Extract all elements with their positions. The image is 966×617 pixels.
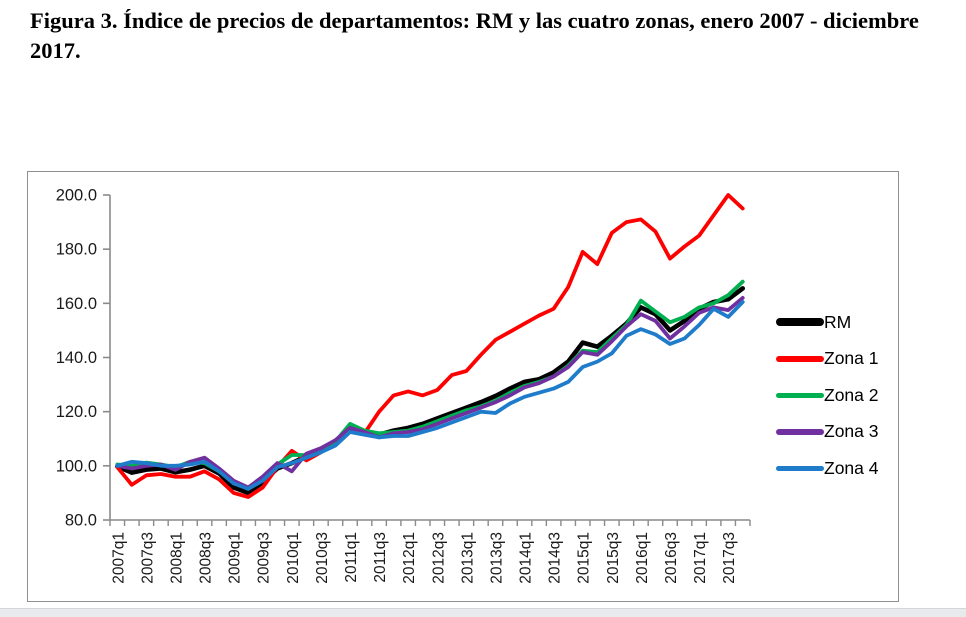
x-tick-label: 2008q3	[198, 532, 215, 584]
x-tick-label: 2010q1	[285, 532, 302, 584]
legend-label: Zona 1	[824, 348, 879, 368]
legend-item-rm: RM	[776, 304, 878, 341]
x-tick-label: 2007q1	[110, 532, 127, 584]
y-tick-label: 100.0	[56, 457, 97, 475]
x-tick-label: 2011q3	[372, 532, 389, 583]
y-tick-label: 180.0	[56, 241, 97, 259]
x-tick-label: 2010q3	[314, 532, 331, 584]
x-tick-label: 2012q3	[430, 532, 447, 584]
legend-label: Zona 3	[824, 421, 879, 441]
legend-swatch	[776, 318, 824, 327]
x-tick-label: 2014q3	[547, 532, 564, 584]
y-tick-label: 120.0	[56, 403, 97, 421]
series-line-zona-3	[115, 296, 745, 490]
y-tick-label: 200.0	[56, 187, 97, 205]
figure-title: Figura 3. Índice de precios de departame…	[30, 8, 919, 63]
x-tick-label: 2013q1	[459, 532, 476, 584]
legend-item-zona-3: Zona 3	[776, 414, 878, 451]
x-tick-label: 2009q1	[227, 532, 244, 584]
x-tick-label: 2012q1	[401, 532, 418, 584]
chart-legend: RM Zona 1 Zona 2 Zona 3 Zona 4	[776, 304, 878, 487]
x-tick-label: 2013q3	[488, 532, 505, 584]
legend-swatch	[776, 429, 824, 435]
page-edge	[0, 608, 966, 617]
series-line-zona-4	[115, 300, 745, 491]
x-tick-label: 2016q1	[634, 532, 651, 584]
x-tick-label: 2009q3	[256, 532, 273, 584]
legend-item-zona-2: Zona 2	[776, 377, 878, 414]
series-line-zona-1	[115, 193, 745, 499]
legend-item-zona-4: Zona 4	[776, 450, 878, 487]
x-tick-label: 2015q3	[605, 532, 622, 584]
x-tick-label: 2014q1	[518, 532, 535, 584]
legend-item-zona-1: Zona 1	[776, 341, 878, 378]
y-tick-label: 140.0	[56, 349, 97, 367]
legend-label: Zona 4	[824, 457, 879, 478]
y-tick-label: 80.0	[65, 512, 97, 530]
x-tick-label: 2017q1	[692, 532, 709, 584]
legend-swatch	[776, 392, 824, 398]
legend-label: Zona 2	[824, 384, 879, 405]
legend-swatch	[776, 356, 824, 362]
x-tick-label: 2007q3	[139, 532, 156, 584]
x-tick-label: 2016q3	[663, 532, 680, 584]
x-tick-label: 2011q1	[343, 532, 360, 583]
x-tick-label: 2008q1	[168, 532, 185, 584]
line-chart: 80.0 100.0 120.0 140.0 160.0 180.0 200.0 2007q1…	[56, 187, 751, 584]
chart-area: 80.0 100.0 120.0 140.0 160.0 180.0 200.0 2007q1…	[27, 171, 899, 602]
legend-swatch	[776, 465, 824, 471]
x-tick-label: 2015q1	[576, 532, 593, 584]
x-tick-label: 2017q3	[721, 532, 738, 584]
legend-label: RM	[824, 311, 852, 332]
y-tick-label: 160.0	[56, 295, 97, 313]
